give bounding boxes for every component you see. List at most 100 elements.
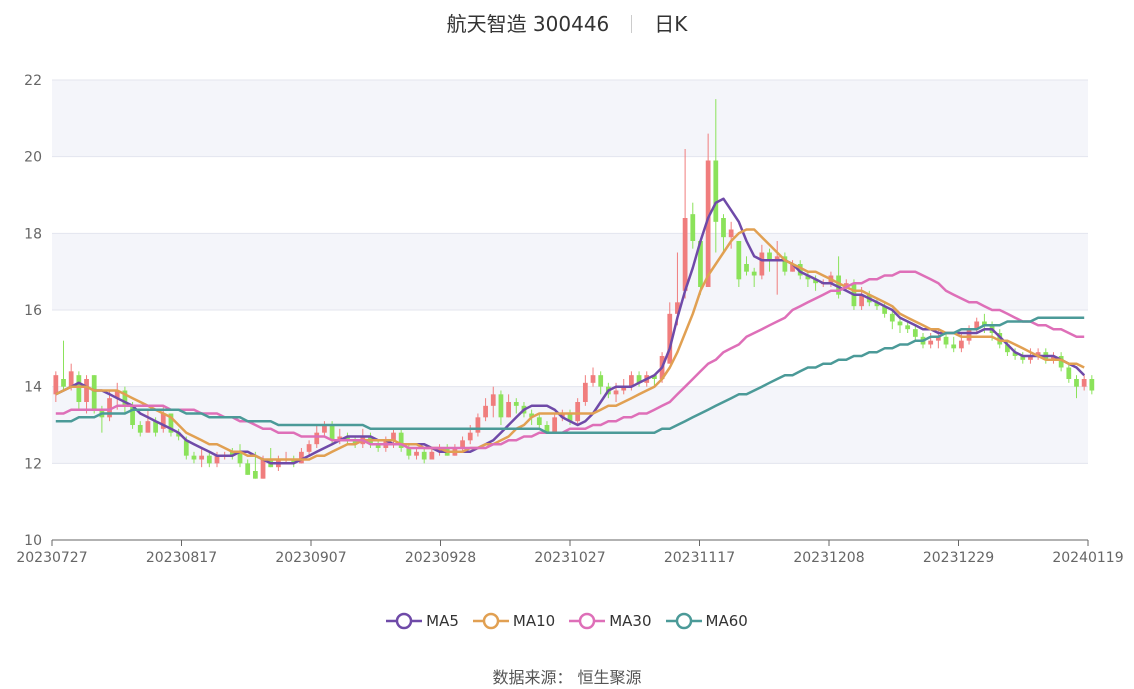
candle (421, 448, 427, 464)
candle-body (698, 241, 703, 287)
candle-body (1081, 379, 1087, 387)
candle-body (928, 340, 934, 345)
candle-body (559, 413, 565, 418)
candle-body (130, 405, 135, 425)
candle (1020, 352, 1026, 364)
candle (997, 329, 1003, 349)
candle (1081, 375, 1087, 391)
legend-item-ma5[interactable]: MA5 (386, 612, 459, 630)
candle (84, 375, 89, 414)
candle-body (951, 344, 957, 349)
ma-lines (55, 197, 1086, 465)
candle (1035, 348, 1041, 360)
candle-body (513, 402, 519, 406)
y-tick-label: 16 (24, 303, 42, 319)
candle (582, 375, 588, 406)
candle-body (544, 425, 550, 433)
candle-body (206, 455, 212, 464)
candle-body (751, 271, 757, 276)
y-tick-label: 22 (24, 73, 42, 89)
candle (782, 252, 788, 276)
candle-body (675, 302, 680, 314)
chart-title: 航天智造 300446 日K (0, 8, 1134, 37)
x-tick-label: 20230727 (16, 550, 87, 566)
candle (483, 398, 488, 422)
candle (414, 448, 419, 460)
title-separator (631, 15, 633, 33)
candle (322, 421, 327, 437)
candle (774, 241, 780, 295)
y-tick-label: 12 (24, 456, 42, 472)
candle-body (943, 336, 949, 345)
candle-body (859, 294, 864, 307)
candle-body (621, 386, 627, 391)
candle (206, 451, 212, 468)
candle-body (153, 421, 158, 433)
candle (843, 279, 849, 291)
candle (229, 448, 235, 460)
period-tab[interactable]: 日K (654, 12, 688, 36)
legend-swatch (386, 612, 423, 630)
candle-body (897, 321, 903, 326)
candle-body (329, 425, 335, 441)
candle (759, 244, 765, 280)
candle (245, 459, 251, 475)
candle (199, 448, 205, 468)
candle (429, 448, 435, 460)
candle (53, 371, 59, 402)
candle-body (590, 375, 596, 383)
candle (682, 149, 688, 299)
candle-body (429, 451, 435, 460)
candle-body (1035, 352, 1041, 356)
candle (91, 375, 97, 414)
candle (559, 409, 565, 422)
legend: MA5 MA10 MA30 MA60 (0, 612, 1134, 634)
candle (728, 221, 734, 249)
candle-body (713, 160, 719, 222)
candle (498, 390, 504, 425)
candle (1066, 363, 1072, 383)
candle-body (636, 375, 642, 383)
candle-body (575, 402, 581, 422)
legend-label: MA60 (705, 612, 748, 630)
candle (122, 386, 128, 414)
legend-item-ma30[interactable]: MA30 (569, 612, 652, 630)
candle-body (613, 390, 619, 395)
candle-body (1074, 379, 1079, 387)
legend-item-ma60[interactable]: MA60 (665, 612, 748, 630)
candle-body (882, 306, 888, 314)
candle (797, 260, 803, 280)
candle-body (337, 436, 343, 441)
candle-body (460, 440, 465, 448)
x-tick-label: 20231027 (534, 550, 605, 566)
legend-item-ma10[interactable]: MA10 (472, 612, 555, 630)
grid (52, 79, 1088, 541)
candle (1051, 352, 1056, 364)
candle-body (76, 375, 82, 402)
candle (176, 428, 182, 441)
candle (306, 440, 312, 456)
legend-swatch (472, 612, 509, 630)
candle-body (414, 451, 419, 456)
candle-body (291, 459, 297, 464)
candle-body (260, 459, 266, 479)
candle-body (137, 425, 143, 433)
candle-body (145, 421, 151, 433)
candle (76, 371, 82, 410)
candle-body (345, 436, 350, 441)
candle (1074, 375, 1079, 399)
candle (713, 99, 719, 253)
candle-body (168, 413, 174, 433)
candle-body (183, 440, 189, 456)
candle-body (237, 451, 243, 464)
candle-body (997, 333, 1003, 345)
candle (590, 367, 596, 387)
candle (575, 398, 581, 425)
candle-body (767, 252, 772, 261)
candle-body (306, 444, 312, 452)
y-tick-label: 20 (24, 150, 42, 166)
candle-body (813, 279, 818, 284)
data-source: 数据来源： 恒生聚源 (492, 668, 642, 687)
candle-body (191, 455, 197, 460)
candle (874, 298, 880, 310)
